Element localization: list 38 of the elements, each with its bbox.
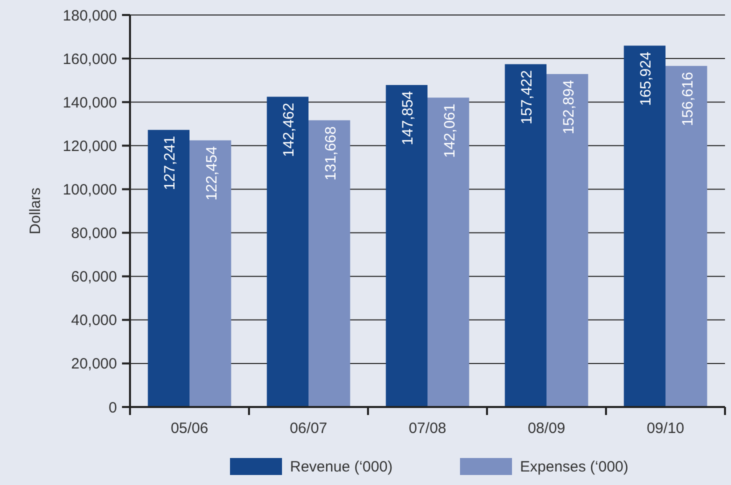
bar	[624, 46, 666, 407]
x-tick-label: 08/09	[528, 420, 566, 437]
legend-label: Revenue (‘000)	[290, 458, 393, 476]
bar	[266, 96, 308, 407]
data-label: 147,854	[400, 91, 417, 146]
data-label: 142,061	[441, 104, 458, 158]
y-tick-label: 20,000	[71, 356, 117, 373]
data-label: 122,454	[203, 146, 220, 201]
data-label: 156,616	[679, 72, 696, 126]
data-label: 165,924	[638, 52, 655, 106]
bar	[308, 120, 350, 407]
x-tick-label: 05/06	[170, 420, 208, 437]
y-tick-label: 120,000	[62, 138, 117, 155]
x-tick-label: 07/08	[408, 420, 446, 437]
bar	[386, 85, 428, 407]
x-tick-label: 09/10	[646, 420, 684, 437]
bar	[546, 74, 588, 407]
y-tick-label: 180,000	[62, 7, 117, 24]
y-tick-label: 100,000	[62, 181, 117, 198]
x-tick-label: 06/07	[290, 420, 328, 437]
y-tick-label: 40,000	[71, 312, 117, 330]
data-label: 142,462	[280, 102, 298, 157]
bar	[666, 66, 708, 407]
bar	[428, 98, 470, 407]
y-tick-label: 160,000	[62, 50, 117, 68]
bar	[190, 140, 232, 407]
y-tick-label: 80,000	[71, 225, 117, 242]
y-tick-label: 0	[108, 399, 117, 416]
data-label: 157,422	[518, 70, 536, 124]
bar	[504, 64, 546, 407]
bar	[148, 130, 190, 407]
data-label: 127,241	[162, 136, 179, 190]
data-label: 152,894	[560, 80, 578, 134]
y-tick-label: 60,000	[71, 268, 117, 286]
legend-label: Expenses (‘000)	[520, 458, 628, 476]
data-label: 131,668	[322, 126, 340, 180]
y-axis-title: Dollars	[27, 188, 44, 234]
y-tick-label: 140,000	[62, 94, 117, 112]
